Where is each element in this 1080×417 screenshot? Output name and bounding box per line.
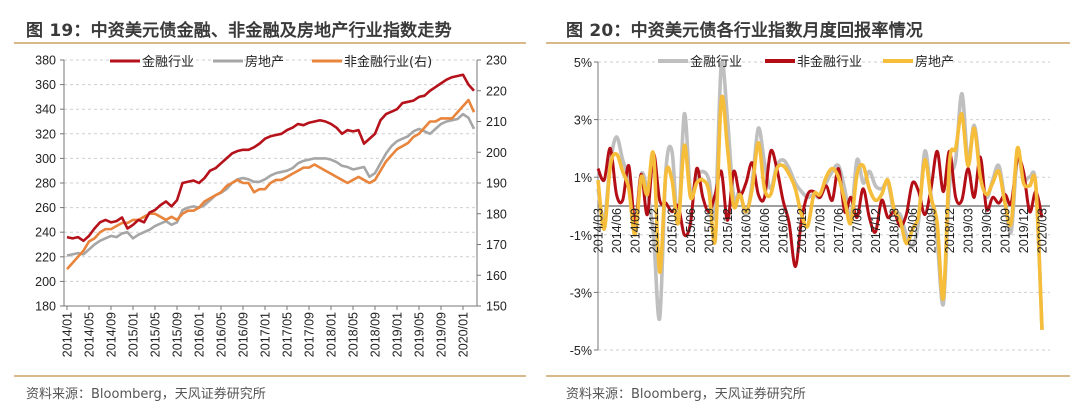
series-line-1 (596, 146, 1044, 268)
x-tick-label: 2015/12 (721, 208, 735, 253)
y2-tick-label: 160 (486, 269, 507, 283)
x-tick-label: 2017/09 (851, 208, 865, 253)
x-tick-label: 2018/06 (906, 208, 920, 253)
series-line-2 (66, 98, 476, 270)
x-tick-label: 2014/01 (61, 312, 75, 357)
y2-tick-label: 210 (486, 115, 507, 129)
y-tick-label: -3% (570, 286, 592, 300)
legend-label: 房地产 (915, 54, 954, 70)
y-tick-label: -5% (570, 344, 592, 358)
x-tick-label: 2015/03 (666, 208, 680, 253)
x-tick-label: 2015/01 (127, 312, 141, 357)
y-tick-label: 340 (35, 103, 56, 117)
x-tick-label: 2014/06 (610, 208, 624, 253)
legend-label: 金融行业 (142, 54, 194, 70)
y2-tick-label: 200 (486, 146, 507, 160)
y2-tick-label: 190 (486, 177, 507, 191)
x-tick-label: 2016/05 (215, 312, 229, 357)
x-tick-label: 2016/12 (795, 208, 809, 253)
x-tick-label: 2019/12 (1017, 208, 1031, 253)
x-tick-label: 2015/06 (684, 208, 698, 253)
x-tick-label: 2018/12 (943, 208, 957, 253)
x-tick-label: 2017/12 (869, 208, 883, 253)
x-tick-label: 2017/01 (259, 312, 273, 357)
x-tick-label: 2014/05 (83, 312, 97, 357)
x-tick-label: 2019/06 (980, 208, 994, 253)
y-tick-label: -1% (570, 229, 592, 243)
x-tick-label: 2017/05 (281, 312, 295, 357)
y-tick-label: 240 (35, 226, 56, 240)
x-tick-label: 2014/09 (105, 312, 119, 357)
x-tick-label: 2017/09 (303, 312, 317, 357)
y-tick-label: 180 (35, 300, 56, 314)
legend-label: 房地产 (245, 54, 284, 70)
x-tick-label: 2019/01 (391, 312, 405, 357)
x-tick-label: 2018/09 (369, 312, 383, 357)
x-tick-label: 2014/03 (592, 208, 606, 253)
y-tick-label: 3% (574, 114, 592, 128)
x-tick-label: 2016/09 (777, 208, 791, 253)
x-tick-label: 2020/01 (457, 312, 471, 357)
y2-tick-label: 180 (486, 207, 507, 221)
title-divider (546, 42, 1070, 44)
x-tick-label: 2016/03 (740, 208, 754, 253)
y-tick-label: 220 (35, 250, 56, 264)
y-tick-label: 360 (35, 78, 56, 92)
y-tick-label: 380 (35, 54, 56, 68)
figure-20-title: 图 20：中资美元债各行业指数月度回报率情况 (566, 21, 923, 41)
y-tick-label: 1% (574, 171, 592, 185)
x-tick-label: 2020/03 (1036, 208, 1050, 253)
x-tick-label: 2018/09 (925, 208, 939, 253)
source-divider (14, 375, 526, 377)
figure-19-panel: 图 19：中资美元债金融、非金融及房地产行业指数走势 380 360 340 320 3… (14, 21, 526, 402)
x-tick-label: 2018/03 (888, 208, 902, 253)
index-trend-chart: 380 360 340 320 300 280 260 240 220 200 180 230 220 2… (35, 54, 507, 358)
x-tick-label: 2019/09 (999, 208, 1013, 253)
x-tick-label: 2017/06 (832, 208, 846, 253)
y2-tick-label: 220 (486, 84, 507, 98)
title-divider (14, 42, 526, 44)
x-tick-label: 2018/01 (325, 312, 339, 357)
x-tick-label: 2019/05 (413, 312, 427, 357)
legend-label: 非金融行业 (797, 54, 862, 70)
y2-tick-label: 170 (486, 238, 507, 252)
x-tick-label: 2019/03 (962, 208, 976, 253)
y-tick-label: 300 (35, 152, 56, 166)
y-tick-label: 260 (35, 201, 56, 215)
y-tick-label: 280 (35, 177, 56, 191)
x-tick-label: 2015/09 (703, 208, 717, 253)
x-tick-label: 2015/09 (171, 312, 185, 357)
legend-label: 非金融行业(右) (344, 54, 432, 70)
y2-tick-label: 230 (486, 54, 507, 68)
x-tick-label: 2017/03 (814, 208, 828, 253)
y-tick-label: 200 (35, 275, 56, 289)
legend-label: 金融行业 (690, 54, 742, 70)
x-tick-label: 2016/06 (758, 208, 772, 253)
source-note: 资料来源：Bloomberg，天风证券研究所 (566, 387, 806, 402)
x-tick-label: 2014/09 (629, 208, 643, 253)
monthly-return-chart: 5% 3% 1% -1% -3% -5% 2014/03 2014/06 2014/09 2014… (570, 54, 1050, 358)
x-tick-label: 2015/05 (149, 312, 163, 357)
series-line-1 (66, 112, 476, 257)
series-line-0 (66, 73, 475, 243)
figure-20-panel: 图 20：中资美元债各行业指数月度回报率情况 5% 3% 1% -1% -3% -5% 20… (540, 0, 1080, 417)
series-line-2 (596, 94, 1044, 330)
source-note: 资料来源：Bloomberg，天风证券研究所 (26, 387, 266, 402)
figure-19-title: 图 19：中资美元债金融、非金融及房地产行业指数走势 (26, 21, 452, 41)
x-tick-label: 2016/09 (237, 312, 251, 357)
x-tick-label: 2019/09 (435, 312, 449, 357)
x-tick-label: 2014/12 (647, 208, 661, 253)
y-tick-label: 320 (35, 127, 56, 141)
y2-tick-label: 150 (486, 300, 507, 314)
source-divider (546, 375, 1070, 377)
x-tick-label: 2018/05 (347, 312, 361, 357)
x-tick-label: 2016/01 (193, 312, 207, 357)
y-tick-label: 5% (574, 56, 592, 70)
